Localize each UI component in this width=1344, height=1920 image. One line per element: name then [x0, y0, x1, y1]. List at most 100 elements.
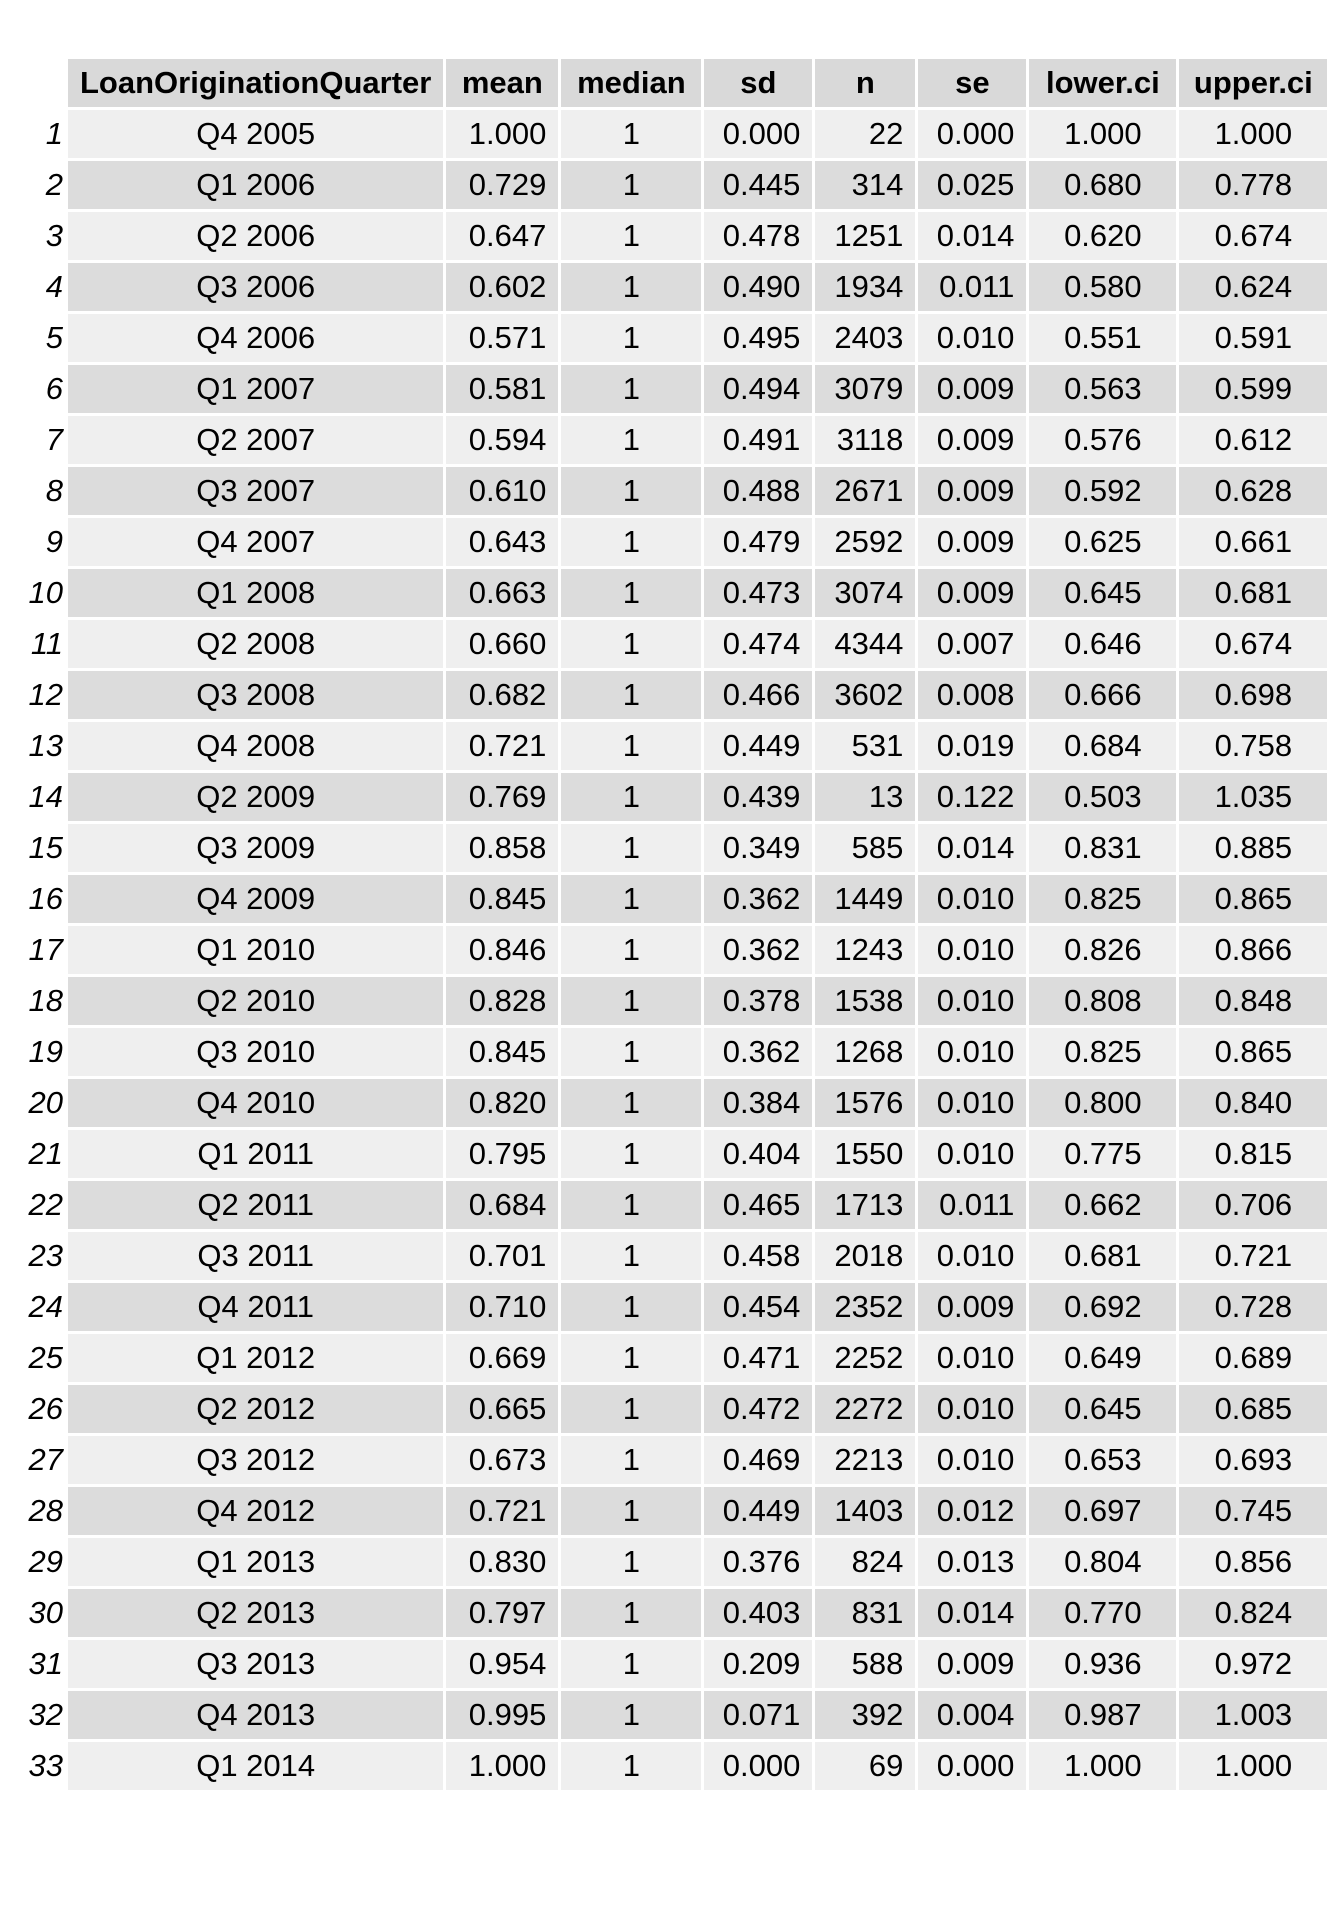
quarter-cell: Q1 2006 [68, 161, 444, 209]
sd-cell: 0.071 [704, 1691, 813, 1739]
column-header: median [561, 59, 702, 107]
upper-ci-cell: 1.000 [1179, 1742, 1328, 1790]
quarter-cell: Q4 2011 [68, 1283, 444, 1331]
n-cell: 1550 [815, 1130, 916, 1178]
median-cell: 1 [561, 518, 702, 566]
row-index: 31 [28, 1646, 63, 1681]
sd-cell: 0.378 [704, 977, 813, 1025]
row-index: 23 [28, 1238, 63, 1273]
n-cell: 2018 [815, 1232, 916, 1280]
mean-cell: 0.795 [446, 1130, 559, 1178]
upper-ci-cell: 0.815 [1179, 1130, 1328, 1178]
lower-ci-cell: 0.936 [1029, 1640, 1177, 1688]
row-index-header [27, 59, 65, 107]
table-row: 31 Q3 2013 0.954 1 0.209 588 0.009 0.936 0.972 [27, 1640, 1328, 1688]
se-cell: 0.010 [918, 875, 1027, 923]
column-header: sd [704, 59, 813, 107]
mean-cell: 0.594 [446, 416, 559, 464]
upper-ci-cell: 0.824 [1179, 1589, 1328, 1637]
sd-cell: 0.439 [704, 773, 813, 821]
quarter-cell: Q4 2007 [68, 518, 444, 566]
upper-ci-cell: 0.848 [1179, 977, 1328, 1025]
se-cell: 0.014 [918, 1589, 1027, 1637]
upper-ci-cell: 0.866 [1179, 926, 1328, 974]
n-cell: 2252 [815, 1334, 916, 1382]
quarter-cell: Q3 2013 [68, 1640, 444, 1688]
row-index: 6 [45, 371, 63, 406]
quarter-cell: Q3 2008 [68, 671, 444, 719]
upper-ci-cell: 0.745 [1179, 1487, 1328, 1535]
n-cell: 1538 [815, 977, 916, 1025]
row-index: 9 [45, 524, 63, 559]
sd-cell: 0.403 [704, 1589, 813, 1637]
quarter-cell: Q3 2009 [68, 824, 444, 872]
mean-cell: 0.845 [446, 875, 559, 923]
median-cell: 1 [561, 365, 702, 413]
se-cell: 0.010 [918, 314, 1027, 362]
lower-ci-cell: 0.808 [1029, 977, 1177, 1025]
upper-ci-cell: 0.661 [1179, 518, 1328, 566]
column-header: mean [446, 59, 559, 107]
upper-ci-cell: 1.003 [1179, 1691, 1328, 1739]
sd-cell: 0.454 [704, 1283, 813, 1331]
upper-ci-cell: 1.035 [1179, 773, 1328, 821]
row-index: 12 [28, 677, 63, 712]
row-index: 8 [45, 473, 63, 508]
lower-ci-cell: 0.666 [1029, 671, 1177, 719]
table-row: 6 Q1 2007 0.581 1 0.494 3079 0.009 0.563 0.599 [27, 365, 1328, 413]
quarter-cell: Q4 2006 [68, 314, 444, 362]
sd-cell: 0.488 [704, 467, 813, 515]
se-cell: 0.008 [918, 671, 1027, 719]
sd-cell: 0.404 [704, 1130, 813, 1178]
median-cell: 1 [561, 773, 702, 821]
upper-ci-cell: 0.693 [1179, 1436, 1328, 1484]
sd-cell: 0.209 [704, 1640, 813, 1688]
lower-ci-cell: 0.826 [1029, 926, 1177, 974]
lower-ci-cell: 0.646 [1029, 620, 1177, 668]
table-row: 19 Q3 2010 0.845 1 0.362 1268 0.010 0.825 0.865 [27, 1028, 1328, 1076]
se-cell: 0.012 [918, 1487, 1027, 1535]
table-row: 30 Q2 2013 0.797 1 0.403 831 0.014 0.770 0.824 [27, 1589, 1328, 1637]
median-cell: 1 [561, 1487, 702, 1535]
sd-cell: 0.000 [704, 1742, 813, 1790]
median-cell: 1 [561, 467, 702, 515]
upper-ci-cell: 0.885 [1179, 824, 1328, 872]
n-cell: 531 [815, 722, 916, 770]
lower-ci-cell: 0.831 [1029, 824, 1177, 872]
se-cell: 0.013 [918, 1538, 1027, 1586]
se-cell: 0.009 [918, 1283, 1027, 1331]
sd-cell: 0.471 [704, 1334, 813, 1382]
mean-cell: 0.701 [446, 1232, 559, 1280]
mean-cell: 0.797 [446, 1589, 559, 1637]
se-cell: 0.019 [918, 722, 1027, 770]
quarter-cell: Q1 2014 [68, 1742, 444, 1790]
quarter-cell: Q3 2006 [68, 263, 444, 311]
n-cell: 13 [815, 773, 916, 821]
sd-cell: 0.384 [704, 1079, 813, 1127]
n-cell: 1934 [815, 263, 916, 311]
mean-cell: 0.954 [446, 1640, 559, 1688]
upper-ci-cell: 0.628 [1179, 467, 1328, 515]
table-row: 7 Q2 2007 0.594 1 0.491 3118 0.009 0.576 0.612 [27, 416, 1328, 464]
sd-cell: 0.349 [704, 824, 813, 872]
median-cell: 1 [561, 212, 702, 260]
n-cell: 1449 [815, 875, 916, 923]
lower-ci-cell: 0.576 [1029, 416, 1177, 464]
table-row: 32 Q4 2013 0.995 1 0.071 392 0.004 0.987 1.003 [27, 1691, 1328, 1739]
median-cell: 1 [561, 314, 702, 362]
sd-cell: 0.466 [704, 671, 813, 719]
lower-ci-cell: 0.592 [1029, 467, 1177, 515]
row-index: 26 [28, 1391, 63, 1426]
se-cell: 0.010 [918, 1079, 1027, 1127]
upper-ci-cell: 0.840 [1179, 1079, 1328, 1127]
lower-ci-cell: 0.804 [1029, 1538, 1177, 1586]
quarter-cell: Q1 2007 [68, 365, 444, 413]
quarter-cell: Q1 2013 [68, 1538, 444, 1586]
lower-ci-cell: 0.825 [1029, 1028, 1177, 1076]
sd-cell: 0.445 [704, 161, 813, 209]
row-index: 29 [28, 1544, 63, 1579]
median-cell: 1 [561, 1334, 702, 1382]
mean-cell: 0.769 [446, 773, 559, 821]
mean-cell: 0.673 [446, 1436, 559, 1484]
row-index: 22 [28, 1187, 63, 1222]
